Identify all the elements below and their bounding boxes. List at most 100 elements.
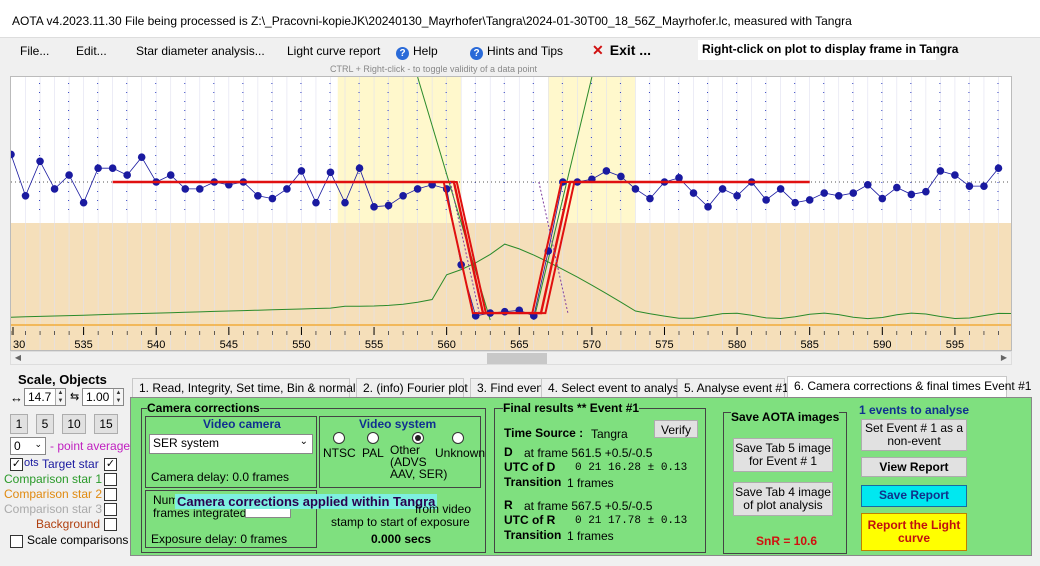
grid-dot <box>648 173 650 174</box>
grid-dot <box>794 119 796 120</box>
ntsc-radio[interactable] <box>333 432 345 444</box>
pal-radio[interactable] <box>367 432 379 444</box>
verify-button[interactable]: Verify <box>654 420 698 438</box>
grid-dot <box>39 83 41 84</box>
grid-dot <box>619 137 621 138</box>
save-tab4-button[interactable]: Save Tab 4 image of plot analysis <box>733 482 833 516</box>
grid-dot <box>707 128 709 129</box>
tab-analyse-event[interactable]: 5. Analyse event #1 <box>677 378 789 398</box>
grid-dot <box>387 119 389 120</box>
grid-dot <box>561 128 563 129</box>
grid-dot <box>445 146 447 147</box>
scale-1-button[interactable]: 1 <box>10 414 28 434</box>
plot-scrollbar[interactable]: ◀ ▶ <box>10 351 1012 365</box>
grid-dot <box>213 137 215 138</box>
transition-d-label: Transition <box>504 475 562 489</box>
comparison-star-1-checkbox[interactable] <box>104 473 117 486</box>
menu-hints[interactable]: ? Hints and Tips <box>470 44 563 60</box>
scale-5-button[interactable]: 5 <box>36 414 54 434</box>
menu-help[interactable]: ? Help <box>396 44 438 60</box>
grid-dot <box>416 137 418 138</box>
background-checkbox[interactable] <box>104 518 117 531</box>
spinner-arrows-icon[interactable]: ▲ ▼ <box>55 389 65 405</box>
other-radio[interactable] <box>412 432 424 444</box>
grid-dot <box>416 200 418 201</box>
utc-d-label: UTC of D <box>504 460 556 474</box>
data-point <box>195 185 204 193</box>
grid-dot <box>474 209 476 210</box>
ctrl-hint: CTRL + Right-click - to toggle validity … <box>330 64 538 74</box>
tab-camera-corrections[interactable]: 6. Camera corrections & final times Even… <box>787 376 1031 398</box>
comparison-star-3-checkbox[interactable] <box>104 503 117 516</box>
grid-dot <box>242 200 244 201</box>
grid-dot <box>474 164 476 165</box>
menu-file[interactable]: File... <box>20 44 50 58</box>
d-label: D <box>504 445 513 459</box>
grid-dot <box>300 209 302 210</box>
camera-select[interactable]: SER system ⌄ <box>149 434 313 454</box>
unknown-radio[interactable] <box>452 432 464 444</box>
comparison-star-2-checkbox[interactable] <box>104 488 117 501</box>
grid-dot <box>736 209 738 210</box>
grid-dot <box>300 101 302 102</box>
grid-dot <box>939 119 941 120</box>
grid-dot <box>736 155 738 156</box>
grid-dot <box>997 110 999 111</box>
exit-button[interactable]: ✕ Exit ... <box>592 42 651 58</box>
scale-10-button[interactable]: 10 <box>62 414 86 434</box>
scale-comparisons-checkbox[interactable] <box>10 535 23 548</box>
grid-dot <box>707 137 709 138</box>
objects-spinner[interactable]: 1.00 ▲ ▼ <box>82 388 124 406</box>
tab-fourier[interactable]: 2. (info) Fourier plot <box>356 378 468 398</box>
grid-dot <box>387 164 389 165</box>
menu-star-diameter[interactable]: Star diameter analysis... <box>136 44 265 58</box>
scale-spinner[interactable]: 14.7 ▲ ▼ <box>24 388 66 406</box>
grid-dot <box>678 137 679 138</box>
grid-dot <box>503 173 505 174</box>
scroll-right-icon[interactable]: ▶ <box>1000 353 1008 362</box>
save-report-button[interactable]: Save Report <box>861 485 967 507</box>
tab-read[interactable]: 1. Read, Integrity, Set time, Bin & norm… <box>132 378 371 398</box>
tab-select-event[interactable]: 4. Select event to analyse <box>541 378 685 398</box>
grid-dot <box>184 200 186 201</box>
grid-dot <box>823 146 825 147</box>
grid-dot <box>707 119 709 120</box>
grid-dot <box>910 182 912 183</box>
data-point <box>689 189 698 197</box>
point-average-select[interactable]: 0 ⌄ <box>10 437 46 455</box>
grid-dot <box>881 191 883 192</box>
grid-dot <box>126 137 128 138</box>
tab-find-events[interactable]: 3. Find events <box>470 378 552 398</box>
target-show-checkbox[interactable]: ✓ <box>10 458 23 471</box>
background-label: Background <box>36 517 101 531</box>
menu-edit[interactable]: Edit... <box>76 44 107 58</box>
scroll-left-icon[interactable]: ◀ <box>14 353 22 362</box>
grid-dot <box>852 83 854 84</box>
grid-dot <box>968 164 970 165</box>
spinner-arrows-icon[interactable]: ▲ ▼ <box>113 389 123 405</box>
grid-dot <box>358 137 360 138</box>
menu-light-curve-report[interactable]: Light curve report <box>287 44 381 58</box>
scale-15-button[interactable]: 15 <box>94 414 118 434</box>
set-non-event-button[interactable]: Set Event # 1 as a non-event <box>861 419 967 451</box>
grid-dot <box>939 101 941 102</box>
grid-dot <box>39 209 41 210</box>
light-curve-svg[interactable]: 30 535 540 545 550 555 560 565 570 575 580 585 590 59… <box>11 77 1012 351</box>
light-curve-plot[interactable]: 30 535 540 545 550 555 560 565 570 575 580 585 590 59… <box>10 76 1012 351</box>
grid-dot <box>39 146 41 147</box>
grid-dot <box>126 119 128 120</box>
report-light-curve-button[interactable]: Report the Light curve <box>861 513 967 551</box>
grid-dot <box>155 209 157 210</box>
view-report-button[interactable]: View Report <box>861 457 967 477</box>
grid-dot <box>184 209 186 210</box>
data-point <box>893 183 901 192</box>
unknown-label: Unknown <box>435 446 486 460</box>
secs-value: 0.000 secs <box>371 532 432 546</box>
grid-dot <box>532 83 534 84</box>
save-tab5-button[interactable]: Save Tab 5 image for Event # 1 <box>733 438 833 472</box>
scroll-thumb[interactable] <box>487 353 547 364</box>
grid-dot <box>474 119 476 120</box>
grid-dot <box>68 182 70 183</box>
target-star-checkbox[interactable]: ✓ <box>104 458 117 471</box>
grid-dot <box>881 110 883 111</box>
